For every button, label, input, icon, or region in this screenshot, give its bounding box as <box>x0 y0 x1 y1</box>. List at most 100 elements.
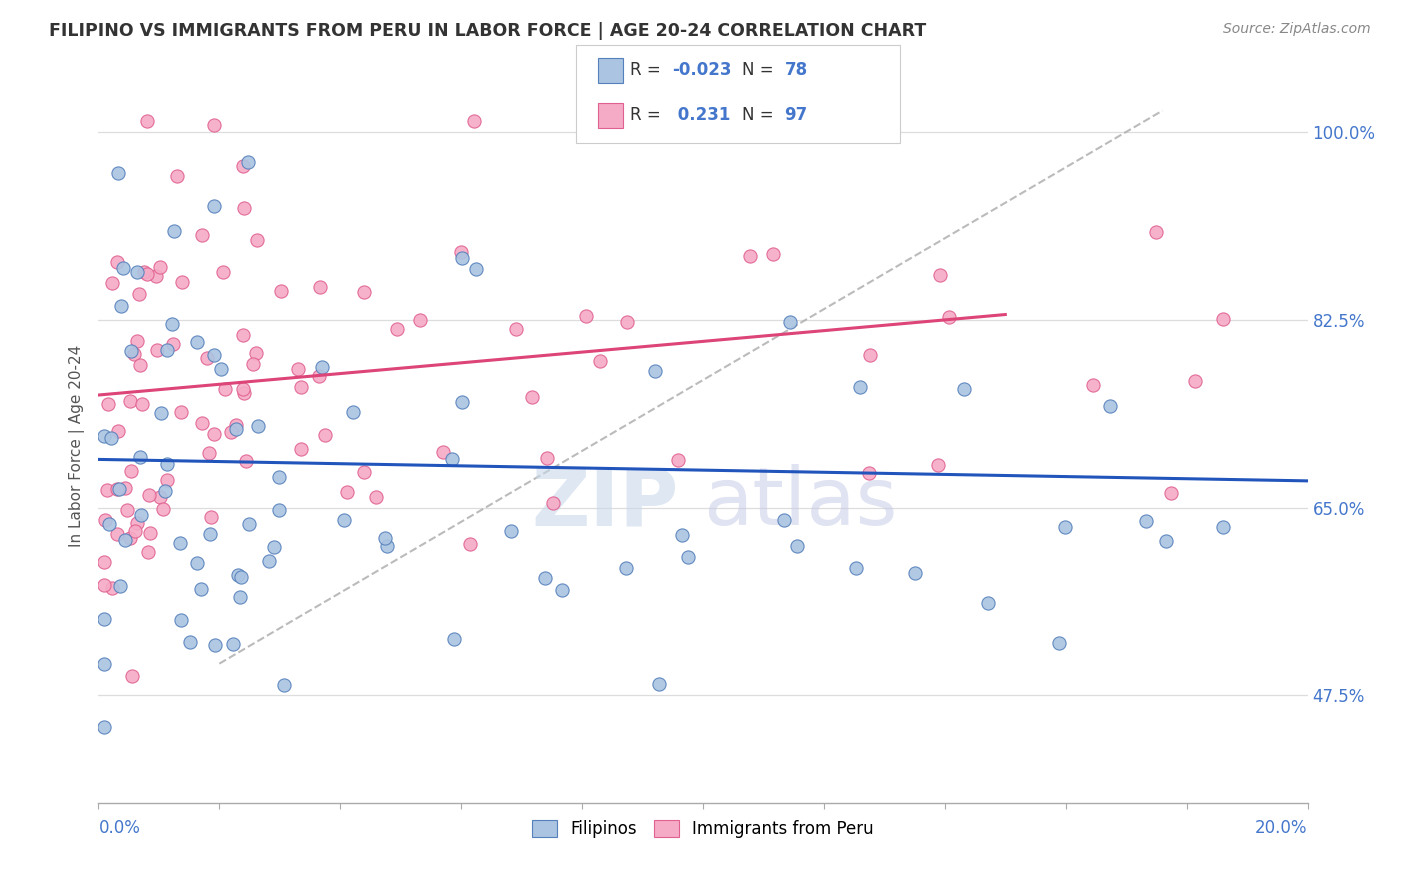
Point <box>666 453 689 467</box>
Point <box>120 531 142 545</box>
Point <box>200 527 222 541</box>
Point <box>98 517 121 532</box>
Point <box>287 362 309 376</box>
Point <box>93 429 115 443</box>
Point <box>114 481 136 495</box>
Point <box>534 571 557 585</box>
Point <box>110 299 132 313</box>
Point <box>117 503 139 517</box>
Text: -0.023: -0.023 <box>672 62 731 79</box>
Point <box>93 657 115 671</box>
Point <box>124 524 146 539</box>
Point <box>191 228 214 243</box>
Point <box>311 359 333 374</box>
Point <box>432 444 454 458</box>
Point <box>671 528 693 542</box>
Point <box>202 427 225 442</box>
Point <box>93 612 115 626</box>
Point <box>163 225 186 239</box>
Point <box>97 397 120 411</box>
Point <box>308 368 330 383</box>
Point <box>257 554 280 568</box>
Point <box>128 286 150 301</box>
Point <box>786 539 808 553</box>
Text: 0.231: 0.231 <box>672 106 731 124</box>
Text: N =: N = <box>742 62 779 79</box>
Point <box>94 513 117 527</box>
Point <box>96 483 118 497</box>
Point <box>342 405 364 419</box>
Point <box>441 451 464 466</box>
Point <box>204 638 226 652</box>
Point <box>458 537 481 551</box>
Point <box>409 313 432 327</box>
Point <box>209 362 232 376</box>
Point <box>166 169 188 183</box>
Point <box>1054 520 1077 534</box>
Point <box>575 310 598 324</box>
Point <box>336 484 359 499</box>
Point <box>108 579 131 593</box>
Text: 20.0%: 20.0% <box>1256 819 1308 837</box>
Text: N =: N = <box>742 106 779 124</box>
Point <box>1156 533 1178 548</box>
Point <box>93 578 115 592</box>
Point <box>146 343 169 358</box>
Point <box>232 159 254 173</box>
Point <box>139 526 162 541</box>
Point <box>129 508 152 522</box>
Point <box>644 363 666 377</box>
Point <box>235 454 257 468</box>
Point <box>93 721 115 735</box>
Point <box>155 483 177 498</box>
Point <box>100 431 122 445</box>
Point <box>273 678 295 692</box>
Point <box>505 322 527 336</box>
Y-axis label: In Labor Force | Age 20-24: In Labor Force | Age 20-24 <box>69 345 84 547</box>
Point <box>1083 377 1105 392</box>
Point <box>228 567 250 582</box>
Text: R =: R = <box>630 62 666 79</box>
Text: 0.0%: 0.0% <box>98 819 141 837</box>
Point <box>214 382 236 396</box>
Point <box>93 555 115 569</box>
Point <box>131 397 153 411</box>
Point <box>125 264 148 278</box>
Point <box>186 334 208 349</box>
Point <box>128 358 150 372</box>
Point <box>1144 226 1167 240</box>
Point <box>212 265 235 279</box>
Point <box>246 233 269 247</box>
Point <box>616 315 638 329</box>
Point <box>928 268 950 282</box>
Point <box>290 380 312 394</box>
Point <box>246 419 269 434</box>
Point <box>1160 486 1182 500</box>
Point <box>738 249 761 263</box>
Text: 78: 78 <box>785 62 807 79</box>
Point <box>1184 375 1206 389</box>
Point <box>229 590 252 604</box>
Point <box>648 677 671 691</box>
Point <box>135 267 157 281</box>
Point <box>952 382 974 396</box>
Point <box>169 536 191 550</box>
Text: atlas: atlas <box>703 464 897 542</box>
Point <box>200 510 222 524</box>
Point <box>136 545 159 559</box>
Point <box>232 382 254 396</box>
Point <box>156 473 179 487</box>
Point <box>463 114 485 128</box>
Point <box>172 275 194 289</box>
Point <box>138 488 160 502</box>
Point <box>385 322 408 336</box>
Point <box>120 464 142 478</box>
Point <box>222 636 245 650</box>
Point <box>121 669 143 683</box>
Point <box>1135 514 1157 528</box>
Point <box>120 393 142 408</box>
Point <box>127 516 149 530</box>
Point <box>229 570 252 584</box>
Point <box>588 354 610 368</box>
Point <box>465 262 488 277</box>
